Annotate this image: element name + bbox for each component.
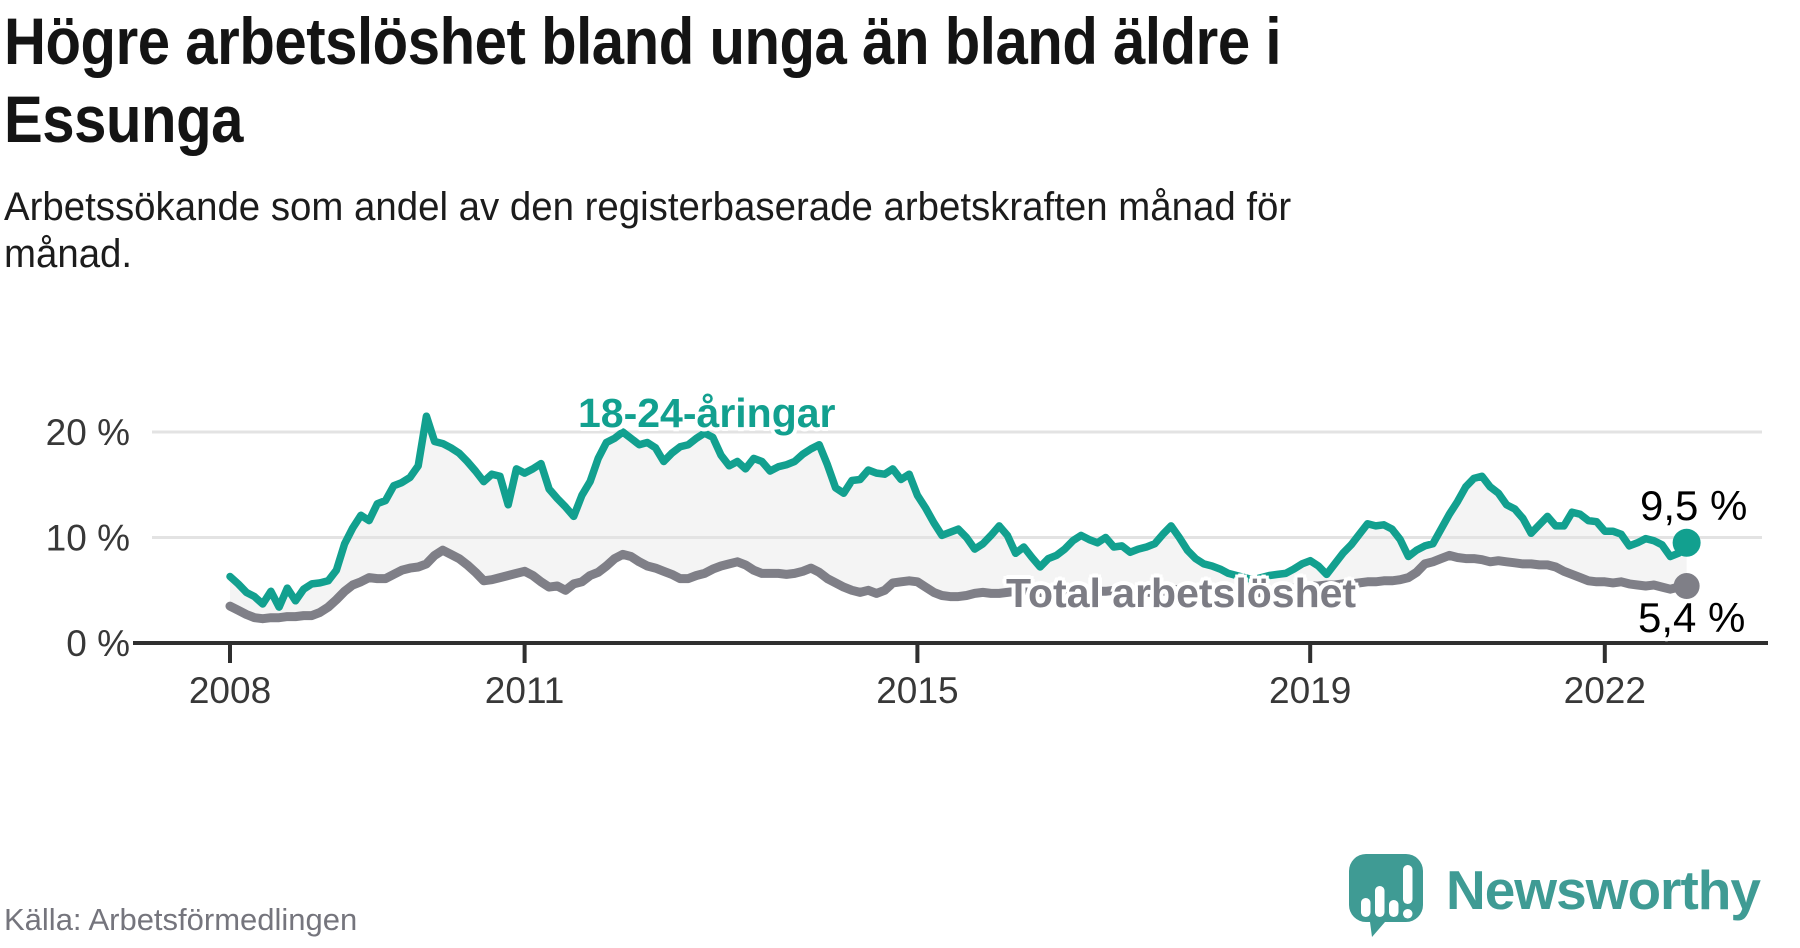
youth-unemployment-line <box>226 412 1691 611</box>
series-label-youth: 18-24-åringar <box>578 390 836 436</box>
newsworthy-wordmark: Newsworthy <box>1446 859 1761 921</box>
chart-subtitle: Arbetssökande som andel av den registerb… <box>4 184 1291 278</box>
source-note: Källa: Arbetsförmedlingen <box>4 902 358 937</box>
x-tick-label-2011: 2011 <box>485 670 565 711</box>
x-tick-label-2015: 2015 <box>876 670 958 711</box>
x-tick-label-2008: 2008 <box>189 670 271 711</box>
newsworthy-logo-icon <box>1349 854 1423 937</box>
x-tick-label-2019: 2019 <box>1269 670 1351 711</box>
subtitle-line-2: månad. <box>4 232 133 276</box>
youth-end-value-label: 9,5 % <box>1640 482 1748 529</box>
youth-end-dot <box>1672 528 1701 557</box>
x-tick-label-2022: 2022 <box>1564 670 1646 711</box>
series-label-total: Total arbetslöshet <box>1006 570 1357 616</box>
y-tick-label-0: 0 % <box>66 623 130 664</box>
y-tick-label-20: 20 % <box>46 412 130 453</box>
y-tick-label-10: 10 % <box>46 518 130 559</box>
subtitle-line-1: Arbetssökande som andel av den registerb… <box>4 185 1292 229</box>
page-title: Högre arbetslöshet bland unga än bland ä… <box>4 2 1282 158</box>
title-line-2: Essunga <box>4 82 244 156</box>
total-end-dot <box>1673 573 1700 600</box>
title-line-1: Högre arbetslöshet bland unga än bland ä… <box>4 4 1282 78</box>
total-unemployment-line <box>225 545 1692 624</box>
total-end-value-label: 5,4 % <box>1638 594 1746 641</box>
between-series-fill <box>230 416 1687 619</box>
